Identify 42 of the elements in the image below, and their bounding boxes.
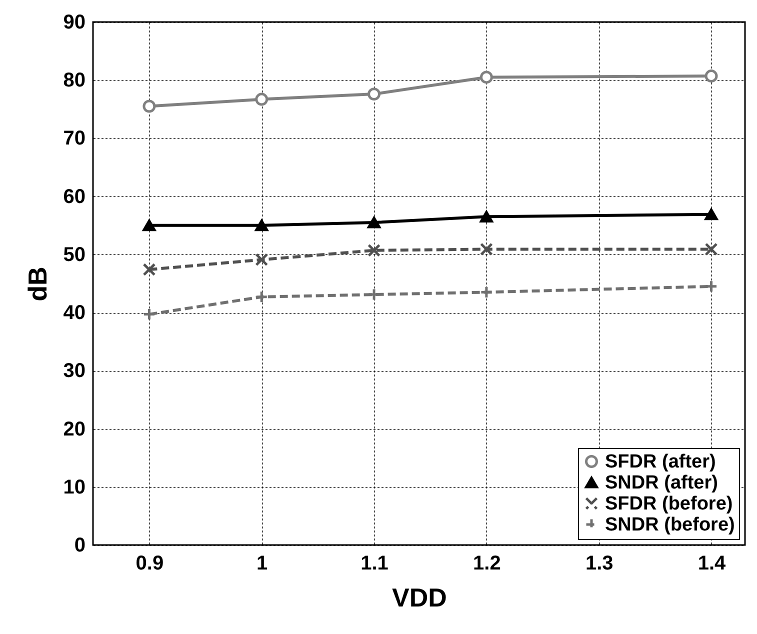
legend-label: SFDR (before) <box>605 494 733 514</box>
y-tick-label: 80 <box>63 70 86 92</box>
point <box>704 208 718 220</box>
x-axis-title: VDD <box>392 582 447 612</box>
point <box>255 92 268 106</box>
point <box>480 210 493 222</box>
point <box>480 286 493 299</box>
legend-label: SNDR (before) <box>605 514 735 536</box>
point <box>255 220 268 232</box>
x-tick-label: 1.4 <box>698 552 727 574</box>
point <box>142 308 156 321</box>
y-tick-label: 20 <box>63 418 86 440</box>
point <box>142 220 156 232</box>
legend-label: SNDR (after) <box>605 472 718 494</box>
point <box>368 216 381 228</box>
y-tick-label: 70 <box>63 128 86 150</box>
y-tick-label: 30 <box>63 360 86 382</box>
y-tick-label: 40 <box>63 302 86 324</box>
y-tick-label: 60 <box>63 186 86 208</box>
x-tick-label: 1.2 <box>473 552 501 574</box>
x-tick-label: 1 <box>256 552 268 574</box>
y-tick-label: 90 <box>63 12 86 34</box>
x-tick-label: 0.9 <box>136 552 164 574</box>
point <box>255 290 268 304</box>
y-tick-label: 0 <box>74 534 86 556</box>
point <box>368 88 381 101</box>
point <box>368 244 381 257</box>
point <box>255 253 268 266</box>
point <box>704 242 718 256</box>
point <box>368 288 381 302</box>
point <box>480 242 493 256</box>
point <box>704 70 718 83</box>
point <box>142 100 156 113</box>
x-tick-label: 1.3 <box>585 552 614 574</box>
legend-label: SFDR (after) <box>605 452 716 472</box>
y-tick-label: 10 <box>63 476 86 498</box>
point <box>142 263 156 276</box>
y-tick-label: 50 <box>63 244 86 266</box>
x-tick-label: 1.1 <box>360 552 388 574</box>
y-axis-title: dB <box>22 266 52 302</box>
point <box>704 280 718 293</box>
point <box>480 70 493 84</box>
